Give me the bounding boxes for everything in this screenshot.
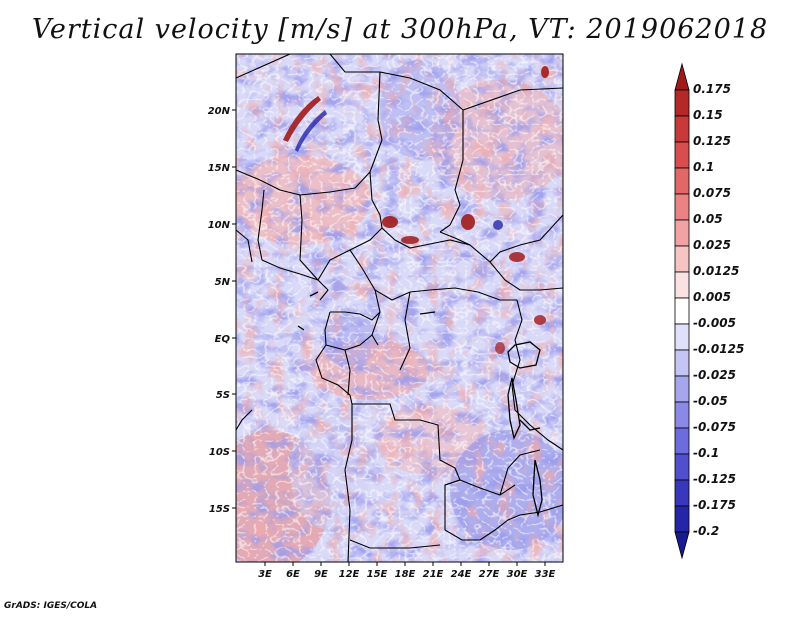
colorbar-label: 0.1 <box>693 160 714 174</box>
lon-label-27e: 27E <box>479 569 500 580</box>
lat-label-10s: 10S <box>209 447 230 458</box>
lakes-coastline <box>297 291 543 518</box>
lat-label-15n: 15N <box>208 163 231 174</box>
colorbar-swatch <box>674 141 690 169</box>
colorbar-label: 0.0125 <box>693 264 739 278</box>
colorbar-labels: 0.175 0.15 0.125 0.1 0.075 0.05 0.025 0.… <box>693 82 744 538</box>
lon-label-9e: 9E <box>314 569 328 580</box>
map-frame <box>235 53 564 563</box>
lon-label-24e: 24E <box>451 569 472 580</box>
colorbar-label: -0.2 <box>693 524 719 538</box>
vertical-velocity-field <box>236 54 563 562</box>
colorbar-swatch <box>674 375 690 403</box>
lon-label-15e: 15E <box>367 569 388 580</box>
colorbar-swatch <box>674 349 690 377</box>
colorbar-label: 0.05 <box>693 212 723 226</box>
grads-credit: GrADS: IGES/COLA <box>4 601 98 611</box>
colorbar-label: -0.075 <box>693 420 736 434</box>
colorbar-swatch <box>674 323 690 351</box>
colorbar <box>674 62 690 560</box>
lon-label-18e: 18E <box>395 569 416 580</box>
colorbar-swatch <box>674 89 690 117</box>
lon-label-6e: 6E <box>286 569 300 580</box>
colorbar-label: 0.125 <box>693 134 731 148</box>
longitude-axis: 3E 6E 9E 12E 15E 18E 21E 24E 27E 30E 33E <box>258 569 555 580</box>
latitude-ticks <box>232 109 236 509</box>
colorbar-swatch <box>674 245 690 273</box>
colorbar-label: -0.025 <box>693 368 736 382</box>
colorbar-swatch <box>674 115 690 143</box>
colorbar-label: 0.025 <box>693 238 731 252</box>
colorbar-label: 0.175 <box>693 82 731 96</box>
lon-label-3e: 3E <box>258 569 272 580</box>
colorbar-label: -0.125 <box>693 472 736 486</box>
colorbar-swatch <box>674 479 690 507</box>
lat-label-eq: EQ <box>215 334 231 345</box>
colorbar-swatch <box>674 427 690 455</box>
colorbar-swatch <box>674 297 690 325</box>
colorbar-label: 0.075 <box>693 186 731 200</box>
colorbar-label: 0.15 <box>693 108 723 122</box>
lat-label-5s: 5S <box>216 390 230 401</box>
lon-label-21e: 21E <box>423 569 444 580</box>
latitude-axis: 20N 15N 10N 5N EQ 5S 10S 15S <box>208 106 231 515</box>
colorbar-swatch <box>674 167 690 195</box>
lat-label-20n: 20N <box>208 106 231 117</box>
colorbar-swatch <box>674 453 690 481</box>
country-borders <box>235 53 564 563</box>
lon-label-30e: 30E <box>507 569 528 580</box>
colorbar-swatch <box>674 193 690 221</box>
colorbar-label: -0.005 <box>693 316 736 330</box>
colorbar-label: -0.175 <box>693 498 736 512</box>
lat-label-10n: 10N <box>208 220 231 231</box>
colorbar-swatch <box>674 271 690 299</box>
colorbar-swatch <box>674 531 690 560</box>
colorbar-label: -0.0125 <box>693 342 744 356</box>
colorbar-label: -0.1 <box>693 446 719 460</box>
lat-label-15s: 15S <box>209 504 230 515</box>
lon-label-33e: 33E <box>535 569 556 580</box>
colorbar-label: 0.005 <box>693 290 731 304</box>
colorbar-swatch <box>674 505 690 533</box>
map-title: Vertical velocity [m/s] at 300hPa, VT: 2… <box>31 14 769 45</box>
lat-label-5n: 5N <box>215 277 231 288</box>
colorbar-swatch <box>674 219 690 247</box>
longitude-ticks <box>264 562 546 566</box>
colorbar-label: -0.05 <box>693 394 728 408</box>
colorbar-swatch <box>674 401 690 429</box>
convective-cells <box>283 66 549 354</box>
colorbar-swatch <box>674 62 690 91</box>
lon-label-12e: 12E <box>339 569 360 580</box>
